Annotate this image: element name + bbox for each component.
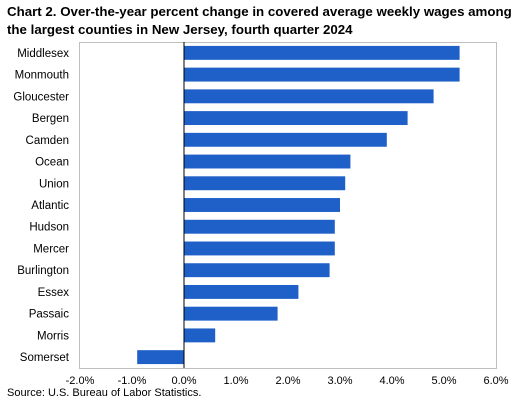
category-label-union: Union (39, 178, 69, 190)
x-tick-label: 1.0% (223, 375, 248, 387)
category-label-camden: Camden (26, 135, 69, 147)
bars-layer (137, 45, 460, 365)
x-tick-label: 0.0% (171, 375, 196, 387)
category-label-middlesex: Middlesex (17, 48, 69, 60)
x-tick-label: 2.0% (275, 375, 300, 387)
bar-bergen (184, 111, 408, 126)
bar-monmouth (184, 67, 460, 82)
category-label-ocean: Ocean (35, 157, 69, 169)
category-label-hudson: Hudson (29, 222, 69, 234)
category-label-morris: Morris (37, 330, 69, 342)
bar-passaic (184, 306, 278, 321)
category-label-essex: Essex (38, 287, 70, 299)
bar-somerset (137, 350, 184, 365)
bar-atlantic (184, 198, 340, 212)
source-note: Source: U.S. Bureau of Labor Statistics. (7, 387, 202, 399)
x-tick-label: -1.0% (118, 375, 147, 387)
x-tick-label: 3.0% (327, 375, 352, 387)
x-tick-label: 4.0% (379, 375, 404, 387)
x-axis-ticks: -2.0% -1.0% 0.0% 1.0% 2.0% 3.0% 4.0% 5.0% 6.0% (66, 375, 509, 387)
bar-hudson (184, 219, 335, 234)
x-tick-label: 6.0% (483, 375, 508, 387)
plot-frame (79, 42, 497, 369)
bar-essex (184, 284, 299, 299)
bar-ocean (184, 154, 351, 169)
bar-middlesex (184, 45, 460, 60)
category-label-bergen: Bergen (32, 113, 69, 125)
chart-title: Chart 2. Over-the-year percent change in… (7, 4, 512, 37)
bar-gloucester (184, 89, 434, 104)
category-label-monmouth: Monmouth (15, 70, 69, 82)
bar-morris (184, 328, 216, 343)
x-tick-label: -2.0% (66, 375, 95, 387)
category-label-somerset: Somerset (20, 352, 70, 364)
bar-union (184, 176, 346, 191)
category-label-atlantic: Atlantic (31, 200, 69, 212)
category-label-gloucester: Gloucester (13, 91, 69, 103)
x-tick-label: 5.0% (431, 375, 456, 387)
category-labels: Middlesex Monmouth Gloucester Bergen Camden O… (13, 48, 69, 364)
bar-mercer (184, 241, 335, 256)
category-label-passaic: Passaic (29, 309, 70, 321)
category-label-burlington: Burlington (17, 265, 69, 277)
bar-burlington (184, 263, 330, 278)
bar-camden (184, 132, 387, 147)
category-label-mercer: Mercer (33, 243, 69, 255)
